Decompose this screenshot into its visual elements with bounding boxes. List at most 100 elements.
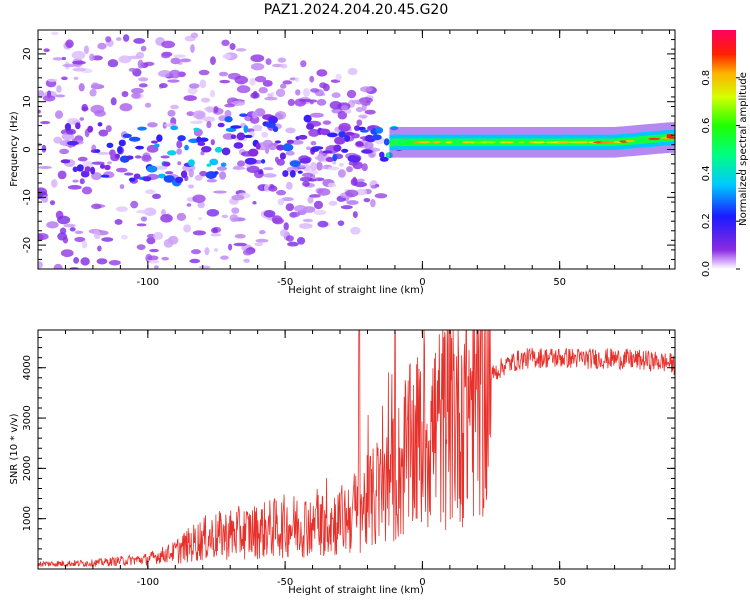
spectrogram-noise-blob bbox=[243, 258, 250, 263]
spectrogram-noise-blob bbox=[131, 87, 144, 94]
spectrogram-noise-blob bbox=[133, 38, 146, 44]
spectrogram-band-blob bbox=[326, 132, 338, 138]
spectrogram-noise-blob bbox=[203, 116, 216, 123]
spectrogram-band-blob bbox=[354, 125, 361, 131]
spectrogram-noise-blob bbox=[252, 200, 257, 205]
spectrogram-noise-blob bbox=[137, 59, 144, 69]
spectrogram-noise-blob bbox=[231, 100, 246, 106]
spectrogram-noise-blob bbox=[356, 178, 365, 183]
spectrogram-noise-blob bbox=[154, 165, 168, 170]
spectrogram-band-blob bbox=[100, 174, 110, 178]
spectrogram-noise-blob bbox=[268, 185, 278, 192]
page-title: PAZ1.2024.204.20.45.G20 bbox=[263, 2, 449, 18]
spectrogram-noise-blob bbox=[309, 100, 314, 105]
spectrogram-noise-blob bbox=[189, 258, 201, 264]
spectrogram-noise-blob bbox=[110, 97, 117, 106]
spectrogram-noise-blob bbox=[285, 150, 295, 156]
spectrogram-x-tick-label: -50 bbox=[277, 277, 293, 288]
spectrogram-band-blob bbox=[197, 141, 206, 147]
spectrogram-noise-blob bbox=[328, 200, 338, 206]
spectrogram-noise-blob bbox=[346, 166, 353, 173]
spectrogram-noise-blob bbox=[221, 39, 230, 47]
spectrogram-noise-blob bbox=[305, 146, 311, 151]
spectrogram-band-blob bbox=[383, 138, 390, 146]
spectrogram-band-blob bbox=[142, 176, 152, 182]
spectrogram-noise-blob bbox=[43, 48, 50, 53]
spectrogram-noise-blob bbox=[59, 148, 70, 155]
spectrogram-noise-blob bbox=[188, 83, 200, 89]
spectrogram-y-tick-label: 0 bbox=[22, 146, 33, 152]
spectrogram-noise-blob bbox=[340, 205, 353, 210]
spectrogram-band-blob bbox=[276, 144, 285, 151]
spectrogram-band-blob bbox=[125, 155, 134, 160]
spectrogram-noise-blob bbox=[89, 89, 97, 97]
spectrogram-noise-blob bbox=[242, 249, 253, 256]
spectrogram-band-blob bbox=[299, 157, 311, 164]
spectrogram-band-blob bbox=[255, 142, 261, 150]
spectrogram-noise-blob bbox=[176, 212, 187, 221]
spectrogram-noise-blob bbox=[128, 67, 137, 72]
spectrogram-band-blob bbox=[332, 153, 338, 162]
spectrogram-noise-blob bbox=[169, 69, 181, 79]
spectrogram-noise-blob bbox=[63, 223, 76, 228]
snr-x-tick-label: -50 bbox=[277, 577, 293, 588]
spectrogram-noise-blob bbox=[358, 114, 368, 119]
spectrogram-noise-blob bbox=[317, 153, 324, 162]
spectrogram-noise-blob bbox=[263, 210, 276, 218]
spectrogram-band-blob bbox=[201, 145, 212, 153]
spectrogram-noise-blob bbox=[153, 265, 159, 269]
spectrogram-noise-blob bbox=[277, 198, 285, 206]
spectrogram-band-blob bbox=[163, 175, 175, 183]
spectrogram-noise-blob bbox=[198, 217, 203, 221]
spectrogram-band-blob bbox=[77, 156, 88, 162]
snr-y-tick-label: 1000 bbox=[22, 506, 33, 531]
spectrogram-noise-blob bbox=[38, 165, 52, 170]
spectrogram-band-blob bbox=[379, 151, 385, 158]
spectrogram-noise-blob bbox=[213, 105, 219, 114]
colorbar-gradient bbox=[712, 30, 736, 269]
spectrogram-band-blob bbox=[244, 134, 253, 139]
spectrogram-noise-blob bbox=[53, 263, 63, 269]
spectrogram-noise-blob bbox=[232, 166, 246, 170]
spectrogram-band-blob bbox=[64, 123, 72, 131]
spectrogram-noise-blob bbox=[310, 88, 320, 93]
spectrogram-noise-blob bbox=[194, 174, 203, 181]
spectrogram-noise-blob bbox=[79, 117, 85, 121]
spectrogram-noise-blob bbox=[234, 234, 246, 239]
spectrogram-band-blob bbox=[233, 142, 244, 149]
spectrogram-noise-blob bbox=[287, 241, 299, 247]
spectrogram-noise-blob bbox=[313, 200, 324, 210]
spectrogram-noise-blob bbox=[190, 32, 199, 39]
spectrogram-noise-blob bbox=[236, 85, 251, 94]
spectrogram-noise-blob bbox=[206, 120, 212, 129]
spectrogram-band-blob bbox=[184, 144, 189, 151]
spectrogram-noise-blob bbox=[279, 229, 288, 237]
spectrogram-noise-blob bbox=[287, 98, 295, 107]
spectrogram-noise-blob bbox=[250, 63, 265, 71]
spectrogram-noise-blob bbox=[274, 156, 280, 163]
spectrogram-band-blob bbox=[217, 122, 225, 128]
spectrogram-hot-spot bbox=[396, 141, 405, 144]
spectrogram-hot-spot bbox=[462, 141, 472, 144]
snr-x-label: Height of straight line (km) bbox=[288, 585, 424, 596]
spectrogram-noise-blob bbox=[146, 237, 156, 245]
spectrogram-noise-blob bbox=[264, 96, 278, 101]
spectrogram-noise-blob bbox=[96, 258, 108, 265]
spectrogram-noise-blob bbox=[146, 259, 160, 264]
spectrogram-band-blob bbox=[375, 127, 384, 134]
spectrogram-noise-blob bbox=[167, 79, 180, 83]
spectrogram-noise-blob bbox=[309, 112, 324, 118]
spectrogram-band-blob bbox=[220, 162, 227, 167]
spectrogram-noise-blob bbox=[293, 205, 307, 213]
spectrogram-noise-blob bbox=[83, 45, 89, 54]
spectrogram-band-blob bbox=[97, 122, 103, 127]
spectrogram-hot-spot bbox=[533, 141, 545, 144]
spectrogram-band-blob bbox=[371, 134, 382, 141]
spectrogram-noise-blob bbox=[74, 230, 84, 235]
spectrogram-band-blob bbox=[224, 116, 233, 123]
spectrogram-noise-blob bbox=[124, 172, 134, 176]
spectrogram-noise-blob bbox=[340, 105, 349, 111]
spectrogram-noise-blob bbox=[338, 125, 348, 132]
spectrogram-band-blob bbox=[289, 169, 296, 178]
spectrogram-noise-blob bbox=[89, 53, 95, 61]
